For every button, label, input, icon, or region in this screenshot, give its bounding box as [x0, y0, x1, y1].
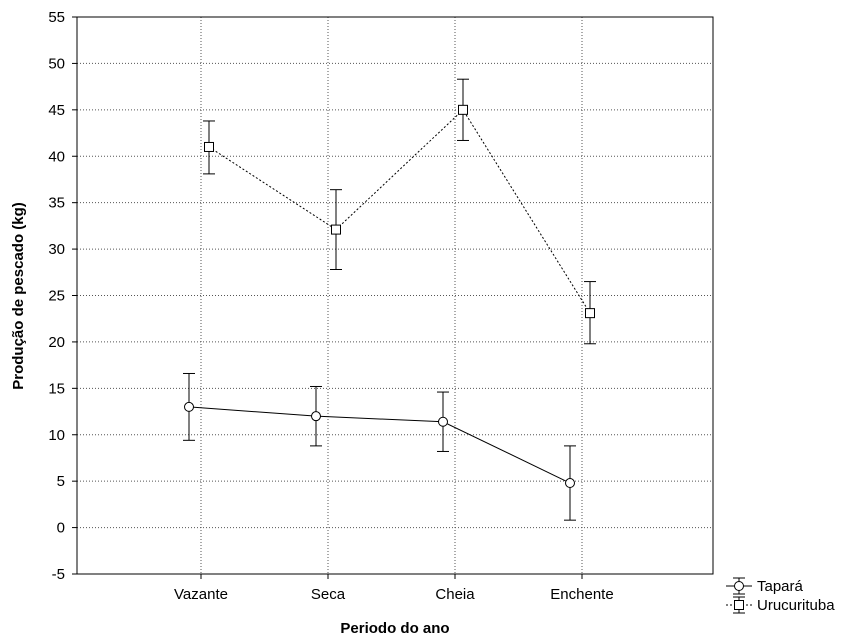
legend: Tapará Urucurituba: [726, 577, 835, 614]
data-point: [565, 478, 575, 489]
legend-marker: [734, 600, 744, 610]
legend-label: Tapará: [757, 578, 804, 595]
y-tick-label: 15: [48, 380, 65, 397]
y-tick-label: 5: [57, 473, 65, 490]
x-tick-label: Enchente: [550, 586, 613, 603]
legend-marker: [734, 581, 744, 591]
grid-lines: [77, 17, 713, 574]
legend-entry: Urucurituba: [726, 596, 835, 614]
data-point: [331, 224, 341, 235]
x-tick-label: Cheia: [435, 586, 475, 603]
y-tick-label: 20: [48, 334, 65, 351]
legend-entry: Tapará: [726, 577, 804, 595]
data-point: [458, 104, 468, 115]
y-tick-label: 55: [48, 9, 65, 26]
x-tick-label: Vazante: [174, 586, 228, 603]
y-tick-label: 50: [48, 55, 65, 72]
x-tick-label: Seca: [311, 586, 346, 603]
data-point: [184, 401, 194, 412]
y-tick-label: 30: [48, 241, 65, 258]
data-point: [438, 416, 448, 427]
series-line: [208, 109, 591, 314]
y-axis-title: Produção de pescado (kg): [10, 202, 27, 390]
series: [183, 78, 596, 521]
data-point: [204, 141, 214, 152]
y-tick-label: 35: [48, 195, 65, 212]
series-tapara: [183, 372, 576, 521]
y-tick-label: 0: [57, 520, 65, 537]
y-axis: -5 0 5 10 15 20 25 30 35 40 45 50 55: [48, 9, 77, 583]
series-line: [188, 406, 571, 484]
data-point: [585, 308, 595, 319]
y-tick-label: 25: [48, 288, 65, 305]
y-tick-label: 40: [48, 148, 65, 165]
legend-label: Urucurituba: [757, 597, 835, 614]
x-axis: Vazante Seca Cheia Enchente: [174, 574, 614, 603]
x-axis-title: Periodo do ano: [340, 620, 449, 637]
y-tick-label: 10: [48, 427, 65, 444]
data-point: [311, 411, 321, 422]
y-tick-label: -5: [52, 566, 65, 583]
y-tick-label: 45: [48, 102, 65, 119]
series-urucurituba: [203, 78, 596, 345]
